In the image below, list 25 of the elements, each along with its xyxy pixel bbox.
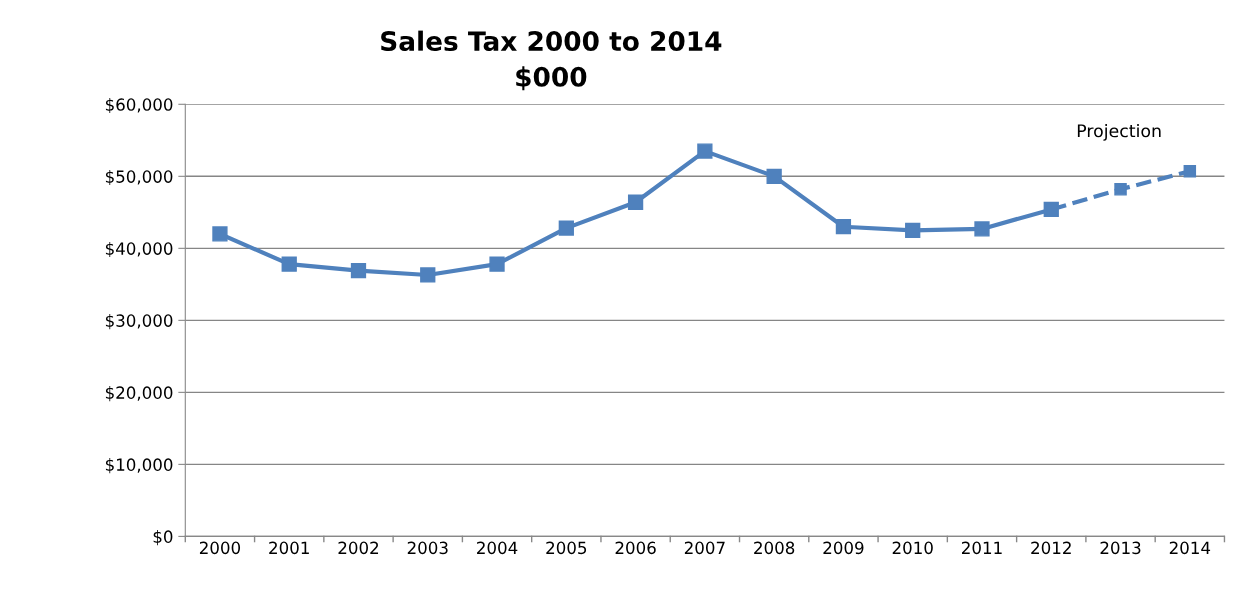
x-tick-label: 2004 bbox=[477, 541, 518, 555]
x-tick-label: 2005 bbox=[546, 541, 587, 555]
y-tick-label: $0 bbox=[153, 530, 173, 546]
chart-title: Sales Tax 2000 to 2014 bbox=[381, 30, 722, 52]
y-tick-label: $50,000 bbox=[105, 169, 173, 186]
x-tick-label: 2001 bbox=[269, 541, 309, 555]
x-tick-label: 2009 bbox=[823, 541, 864, 555]
x-tick-label: 2000 bbox=[199, 541, 241, 555]
x-tick-label: 2012 bbox=[1031, 541, 1071, 555]
chart-subtitle: $000 bbox=[516, 66, 587, 91]
x-tick-label: 2013 bbox=[1100, 541, 1141, 555]
series-label: Projection bbox=[1077, 123, 1161, 141]
y-tick-label: $20,000 bbox=[105, 386, 173, 402]
y-tick-label: $60,000 bbox=[105, 97, 173, 114]
x-tick-label: 2014 bbox=[1169, 541, 1211, 555]
x-tick-label: 2010 bbox=[892, 541, 933, 555]
y-tick-label: $10,000 bbox=[105, 458, 173, 474]
x-tick-label: 2007 bbox=[684, 541, 725, 555]
x-tick-label: 2011 bbox=[962, 541, 1002, 555]
x-tick-label: 2002 bbox=[338, 541, 379, 555]
x-tick-label: 2006 bbox=[615, 541, 656, 555]
y-tick-label: $30,000 bbox=[105, 314, 173, 330]
x-tick-label: 2008 bbox=[754, 541, 795, 555]
y-tick-label: $40,000 bbox=[105, 242, 173, 258]
x-tick-label: 2003 bbox=[407, 541, 448, 555]
